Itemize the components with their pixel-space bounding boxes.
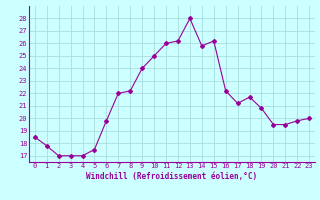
X-axis label: Windchill (Refroidissement éolien,°C): Windchill (Refroidissement éolien,°C)	[86, 172, 258, 181]
